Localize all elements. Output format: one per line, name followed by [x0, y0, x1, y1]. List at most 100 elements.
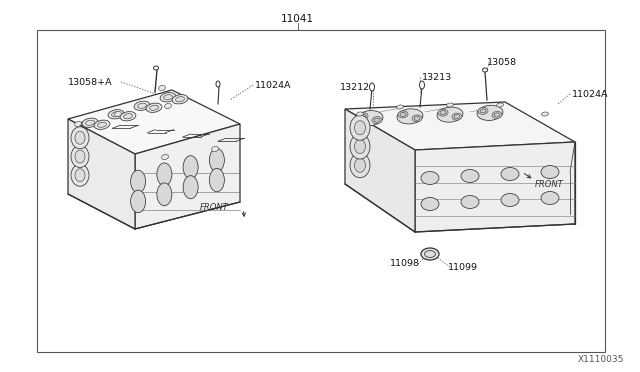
Ellipse shape: [461, 196, 479, 208]
Ellipse shape: [355, 158, 365, 172]
Ellipse shape: [124, 114, 132, 119]
Ellipse shape: [541, 112, 548, 116]
Ellipse shape: [157, 163, 172, 186]
Text: FRONT: FRONT: [200, 202, 228, 212]
Ellipse shape: [541, 166, 559, 179]
Ellipse shape: [97, 122, 106, 127]
Ellipse shape: [414, 116, 420, 121]
Ellipse shape: [372, 116, 382, 124]
Ellipse shape: [350, 115, 370, 140]
Ellipse shape: [480, 109, 486, 113]
Ellipse shape: [164, 103, 172, 109]
Polygon shape: [345, 102, 575, 150]
Ellipse shape: [86, 120, 95, 125]
Ellipse shape: [369, 83, 374, 91]
Ellipse shape: [355, 140, 365, 154]
Ellipse shape: [454, 115, 460, 119]
Ellipse shape: [183, 176, 198, 199]
Ellipse shape: [212, 147, 218, 151]
Text: 13058: 13058: [487, 58, 517, 67]
Polygon shape: [68, 119, 135, 229]
Ellipse shape: [150, 105, 159, 110]
Ellipse shape: [478, 108, 488, 114]
Ellipse shape: [71, 127, 89, 149]
Ellipse shape: [412, 115, 422, 122]
Text: 11024A: 11024A: [572, 90, 609, 99]
Ellipse shape: [161, 154, 168, 160]
Ellipse shape: [483, 68, 488, 72]
Ellipse shape: [160, 93, 176, 102]
Ellipse shape: [71, 164, 89, 186]
Ellipse shape: [497, 103, 504, 107]
Ellipse shape: [452, 113, 462, 120]
Ellipse shape: [82, 118, 98, 127]
Ellipse shape: [216, 81, 220, 87]
Ellipse shape: [447, 103, 454, 107]
Ellipse shape: [421, 248, 439, 260]
Ellipse shape: [164, 94, 172, 100]
Ellipse shape: [134, 101, 150, 110]
Ellipse shape: [440, 110, 446, 115]
Text: 11099: 11099: [448, 263, 478, 272]
Ellipse shape: [358, 113, 368, 120]
Polygon shape: [415, 142, 575, 232]
Ellipse shape: [360, 114, 366, 118]
Ellipse shape: [501, 167, 519, 180]
Ellipse shape: [421, 171, 439, 185]
Text: 13213: 13213: [422, 73, 452, 81]
Ellipse shape: [71, 145, 89, 167]
Ellipse shape: [175, 97, 184, 102]
Text: 11041: 11041: [281, 14, 314, 24]
Polygon shape: [345, 109, 415, 232]
Ellipse shape: [120, 112, 136, 121]
Ellipse shape: [541, 192, 559, 205]
Text: FRONT: FRONT: [535, 180, 564, 189]
Ellipse shape: [138, 103, 147, 108]
Text: X1110035: X1110035: [578, 355, 624, 364]
Ellipse shape: [183, 155, 198, 179]
Ellipse shape: [75, 150, 85, 163]
Ellipse shape: [419, 81, 424, 89]
Ellipse shape: [154, 66, 159, 70]
Ellipse shape: [477, 105, 503, 121]
Ellipse shape: [159, 86, 166, 90]
Ellipse shape: [350, 134, 370, 159]
Text: 11024A: 11024A: [255, 80, 291, 90]
Ellipse shape: [492, 111, 502, 118]
Ellipse shape: [94, 120, 110, 129]
Ellipse shape: [157, 183, 172, 206]
Ellipse shape: [397, 109, 423, 124]
Ellipse shape: [501, 193, 519, 206]
Ellipse shape: [355, 121, 365, 135]
Ellipse shape: [424, 250, 435, 257]
Ellipse shape: [209, 169, 225, 192]
Ellipse shape: [111, 112, 120, 117]
Ellipse shape: [146, 103, 162, 112]
Text: 13058+A: 13058+A: [68, 77, 113, 87]
Ellipse shape: [209, 148, 225, 172]
Bar: [37, 30, 605, 352]
Ellipse shape: [437, 107, 463, 122]
Ellipse shape: [494, 113, 500, 117]
Ellipse shape: [108, 110, 124, 119]
Text: 13212: 13212: [340, 83, 370, 92]
Ellipse shape: [397, 105, 403, 109]
Text: 11098: 11098: [390, 260, 420, 269]
Ellipse shape: [74, 121, 81, 126]
Polygon shape: [68, 90, 240, 154]
Ellipse shape: [115, 112, 122, 116]
Ellipse shape: [350, 153, 370, 178]
Ellipse shape: [75, 131, 85, 144]
Ellipse shape: [398, 111, 408, 118]
Ellipse shape: [356, 112, 364, 116]
Ellipse shape: [461, 170, 479, 183]
Ellipse shape: [400, 112, 406, 116]
Ellipse shape: [172, 94, 188, 104]
Ellipse shape: [357, 110, 383, 126]
Ellipse shape: [421, 198, 439, 211]
Ellipse shape: [131, 170, 146, 193]
Ellipse shape: [374, 118, 380, 122]
Ellipse shape: [75, 169, 85, 182]
Ellipse shape: [438, 109, 448, 116]
Polygon shape: [135, 124, 240, 229]
